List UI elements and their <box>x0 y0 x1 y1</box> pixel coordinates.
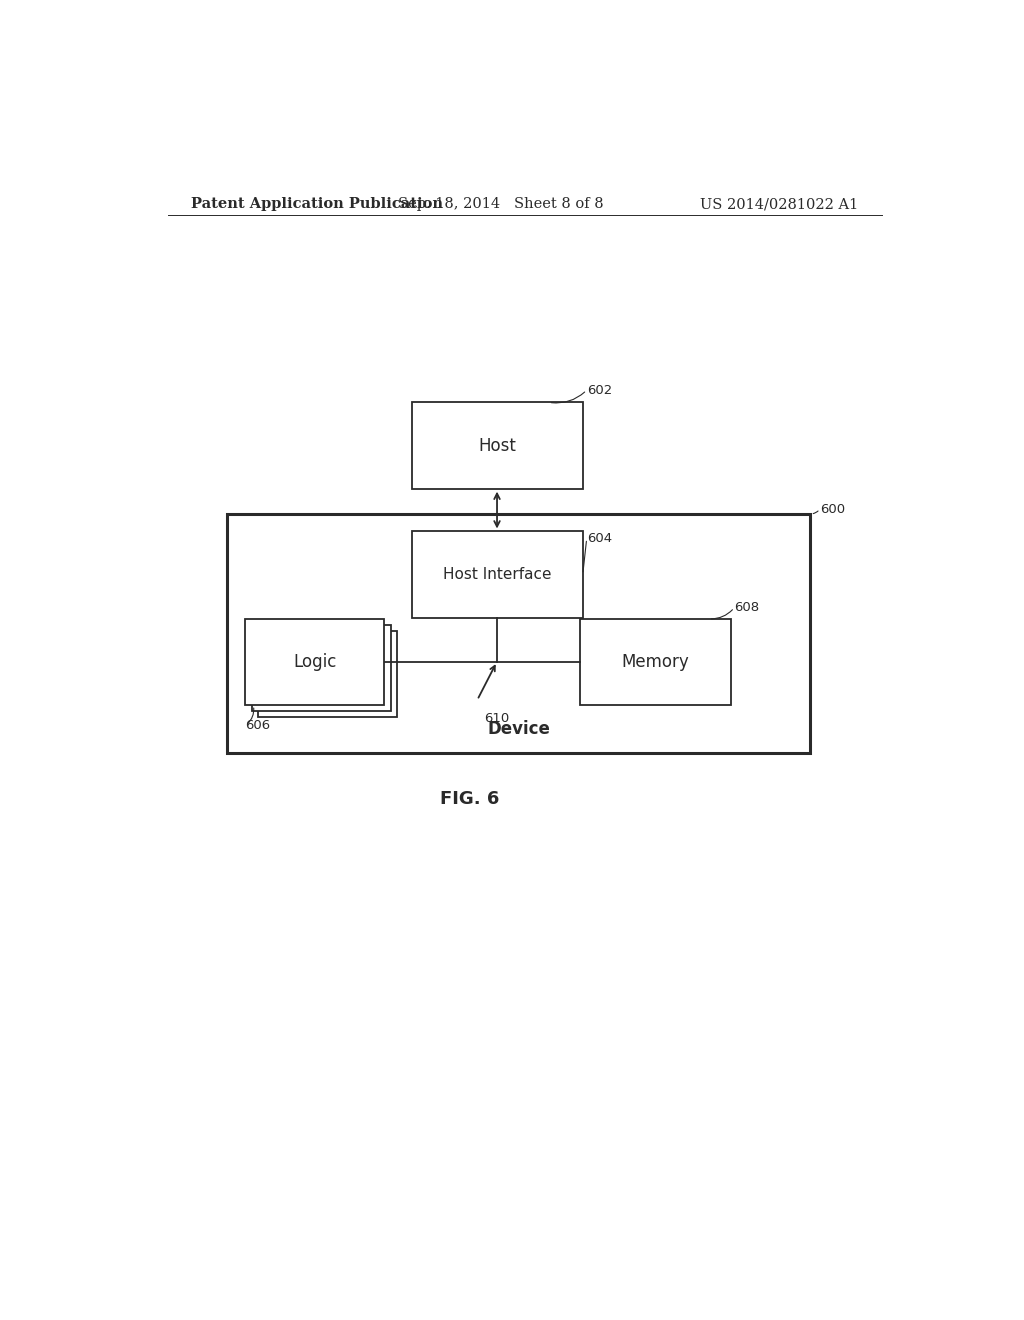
Text: 604: 604 <box>587 532 611 545</box>
Text: Patent Application Publication: Patent Application Publication <box>191 197 443 211</box>
Text: Device: Device <box>487 719 550 738</box>
Text: Sep. 18, 2014   Sheet 8 of 8: Sep. 18, 2014 Sheet 8 of 8 <box>398 197 604 211</box>
Text: US 2014/0281022 A1: US 2014/0281022 A1 <box>699 197 858 211</box>
Text: 606: 606 <box>246 719 270 733</box>
Text: 600: 600 <box>820 503 845 516</box>
Text: 608: 608 <box>734 601 760 614</box>
Text: 602: 602 <box>587 384 612 396</box>
Text: Memory: Memory <box>622 653 689 671</box>
Text: 610: 610 <box>484 713 510 725</box>
Bar <box>258 631 397 718</box>
Bar <box>246 619 384 705</box>
Bar <box>252 624 391 711</box>
Bar <box>227 515 811 752</box>
Bar <box>412 403 583 488</box>
Text: Logic: Logic <box>293 653 337 671</box>
Text: FIG. 6: FIG. 6 <box>439 789 499 808</box>
Text: Host: Host <box>478 437 516 454</box>
Text: Host Interface: Host Interface <box>443 568 552 582</box>
Bar <box>581 619 731 705</box>
Bar <box>412 532 583 618</box>
